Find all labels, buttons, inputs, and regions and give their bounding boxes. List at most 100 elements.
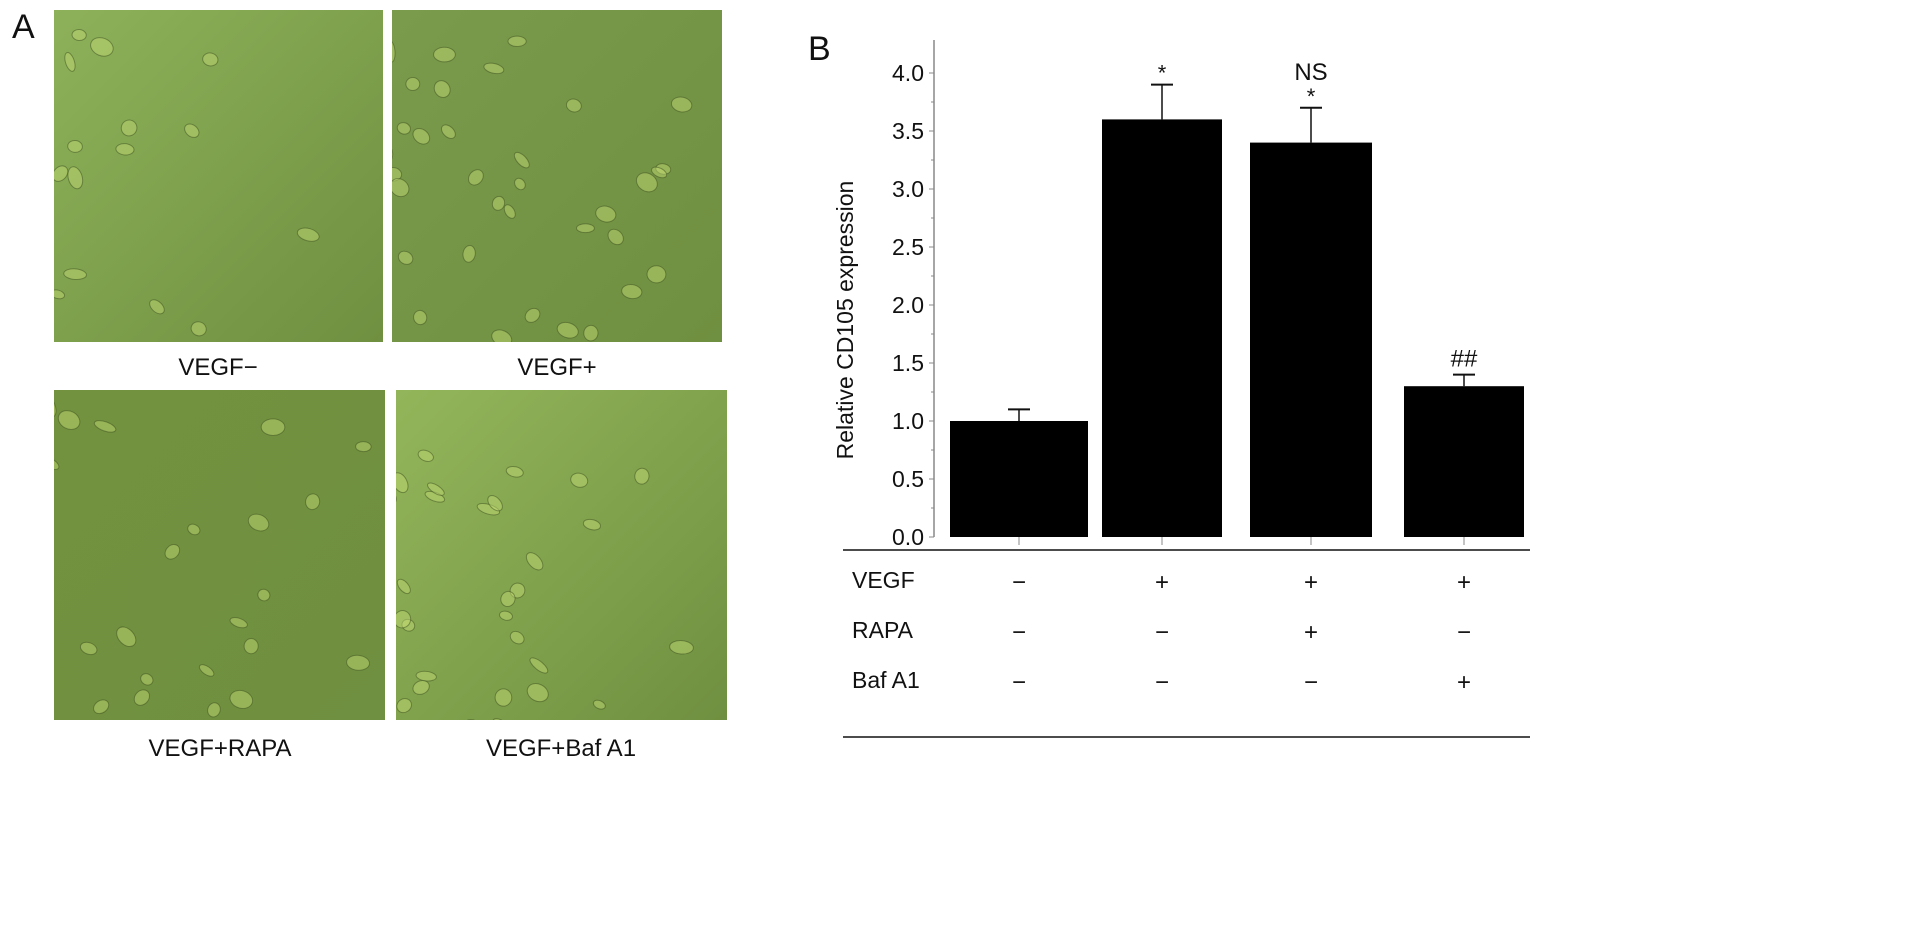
cell-mark [427,482,445,496]
significance-mark: ## [1451,346,1478,373]
cell-mark [669,640,694,655]
caption-vegf-bafa1: VEGF+Baf A1 [485,735,637,762]
cell-mark [491,195,506,211]
cell-mark [164,543,181,560]
cell-mark [507,35,527,48]
cell-mark [509,630,525,645]
cell-mark [655,163,672,175]
cell-mark [296,227,320,242]
cell-mark [513,151,530,169]
treatment-value: + [1457,569,1471,596]
treatment-value: + [1304,569,1318,596]
bar [950,421,1088,537]
treatment-value: + [1304,619,1318,646]
cell-mark [392,143,394,164]
cell-mark [396,472,409,494]
cell-mark [505,465,524,478]
cell-mark [424,490,446,503]
cell-mark [392,178,410,198]
cell-mark [467,169,484,186]
cell-mark [257,588,271,602]
cell-mark [202,52,219,67]
treatment-value: − [1304,669,1318,696]
cell-mark [116,626,137,648]
cell-mark [392,40,396,63]
cell-mark [595,205,617,223]
cell-mark [491,329,513,342]
cell-mark [229,689,254,709]
cell-mark [54,289,66,300]
y-tick-label: 1.0 [892,408,924,434]
cell-mark [396,122,411,135]
bar [1404,386,1524,537]
cell-mark [635,172,658,193]
cell-mark [133,689,150,706]
cell-mark [198,664,215,677]
micrograph-vegf-rapa [54,390,385,720]
cell-mark [93,699,110,715]
treatment-label: Baf A1 [852,667,920,693]
treatment-value: − [1457,619,1471,646]
cell-mark [260,418,286,436]
cell-mark [526,683,549,703]
cell-mark [405,76,421,92]
cell-mark [498,610,513,621]
caption-vegf-plus: VEGF+ [517,354,597,381]
cell-mark [247,513,270,532]
cell-mark [64,52,76,72]
cell-mark [433,46,456,63]
cell-mark [71,28,87,42]
cell-mark [355,441,372,453]
cell-mark [462,244,476,263]
cell-mark [415,670,437,682]
cell-mark [346,654,371,671]
cell-mark [190,321,207,337]
cell-mark [396,492,397,507]
y-tick-label: 3.0 [892,176,924,202]
caption-vegf-minus: VEGF− [178,354,258,381]
cell-mark [575,223,595,234]
cell-mark [412,127,431,145]
panel-b-label: B [808,30,831,68]
y-tick-label: 4.0 [892,60,924,86]
y-axis-label: Relative CD105 expression [832,181,858,460]
cell-mark [229,617,248,629]
treatment-label: VEGF [852,567,915,593]
cell-mark [413,309,428,326]
cell-mark [670,96,693,113]
cell-mark [149,299,165,315]
cell-mark [63,268,87,281]
cell-mark [140,673,154,686]
cell-mark [651,166,668,179]
cell-mark [634,467,650,485]
cell-mark [67,139,83,153]
cell-mark [396,610,412,629]
cell-mark [565,98,582,113]
cell-mark [592,699,606,710]
cell-mark [483,62,505,75]
treatment-value: + [1457,669,1471,696]
cell-mark [115,143,135,156]
cell-mark [417,449,434,462]
cell-mark [494,688,513,707]
cell-mark [570,472,589,488]
y-tick-label: 2.5 [892,234,924,260]
treatment-value: − [1012,619,1026,646]
cell-mark [524,307,541,323]
cell-mark [503,204,516,219]
cell-mark [582,518,602,531]
cell-mark [93,420,117,433]
treatment-value: − [1155,669,1169,696]
cell-mark [187,523,201,536]
cell-mark [243,638,259,655]
micrograph-vegf-bafa1 [396,390,727,720]
cell-mark [583,324,599,342]
cell-mark [54,165,69,182]
cell-mark [514,177,526,191]
cell-mark [412,680,430,695]
panel-a-label: A [12,8,35,46]
treatment-value: + [1155,569,1169,596]
cell-mark [90,37,114,57]
cell-mark [500,590,516,607]
